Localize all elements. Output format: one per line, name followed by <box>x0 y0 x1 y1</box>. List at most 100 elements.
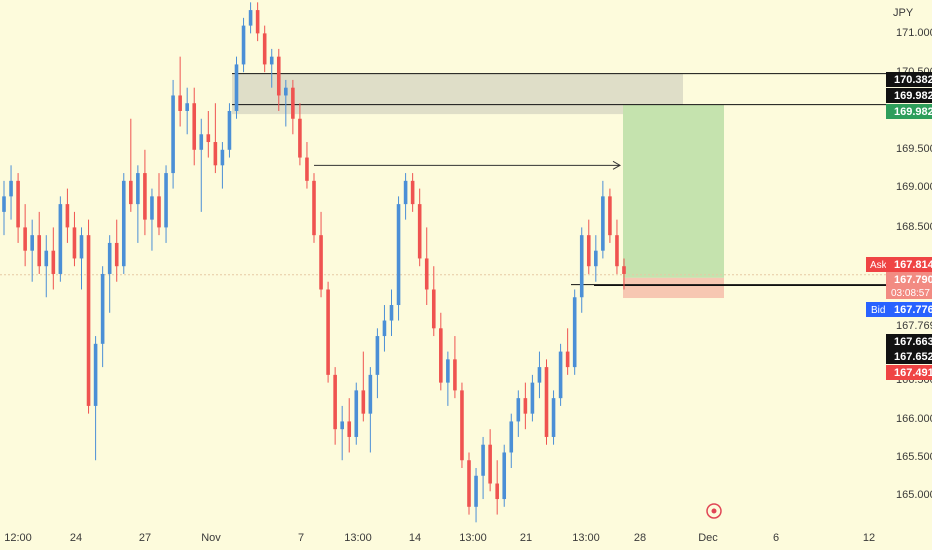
candle[interactable] <box>481 436 485 500</box>
candle[interactable] <box>326 281 330 383</box>
candle[interactable] <box>157 173 161 236</box>
candle[interactable] <box>509 413 514 468</box>
candle[interactable] <box>312 173 316 243</box>
candle[interactable] <box>255 2 260 42</box>
candle[interactable] <box>622 258 626 290</box>
event-marker[interactable] <box>706 503 722 519</box>
candle[interactable] <box>474 468 478 523</box>
candle[interactable] <box>502 444 507 507</box>
candle[interactable] <box>586 219 591 274</box>
candle[interactable] <box>516 390 521 437</box>
candle[interactable] <box>241 17 246 73</box>
candle[interactable] <box>439 312 443 391</box>
candle[interactable] <box>2 180 6 236</box>
candle[interactable] <box>424 227 429 306</box>
candle[interactable] <box>284 79 288 127</box>
candle[interactable] <box>305 142 309 189</box>
candle[interactable] <box>467 452 471 515</box>
candle-body <box>467 460 471 507</box>
candle[interactable] <box>572 289 577 375</box>
candle[interactable] <box>594 235 598 282</box>
candle[interactable] <box>72 211 77 267</box>
candle[interactable] <box>537 351 542 399</box>
candle[interactable] <box>100 266 105 368</box>
candle[interactable] <box>495 460 499 515</box>
price-axis[interactable]: JPY 171.000170.500169.500169.000168.5001… <box>866 7 932 501</box>
candle[interactable] <box>86 219 91 414</box>
candle[interactable] <box>333 367 337 445</box>
candle-body <box>199 134 204 150</box>
candle[interactable] <box>579 227 584 313</box>
candle[interactable] <box>446 351 450 406</box>
candle[interactable] <box>523 382 528 430</box>
candle[interactable] <box>234 56 239 119</box>
candle[interactable] <box>199 118 204 212</box>
candle[interactable] <box>354 382 359 445</box>
candle[interactable] <box>615 219 619 274</box>
candle[interactable] <box>298 103 302 166</box>
loss-zone[interactable] <box>623 277 724 299</box>
candle-body <box>608 196 612 236</box>
candle[interactable] <box>178 56 182 127</box>
supply-zone[interactable] <box>232 73 683 115</box>
candle[interactable] <box>431 266 436 337</box>
candle[interactable] <box>417 188 422 267</box>
candle[interactable] <box>460 382 464 468</box>
candle[interactable] <box>565 328 570 375</box>
candle[interactable] <box>65 188 70 243</box>
candle[interactable] <box>269 48 274 88</box>
candle[interactable] <box>220 142 225 189</box>
candle[interactable] <box>143 149 147 236</box>
candle[interactable] <box>114 219 119 282</box>
profit-zone[interactable] <box>623 104 724 278</box>
candle[interactable] <box>107 235 112 313</box>
candle[interactable] <box>551 390 556 445</box>
candle[interactable] <box>347 398 352 453</box>
candle[interactable] <box>544 359 549 445</box>
candle[interactable] <box>368 367 373 453</box>
candle[interactable] <box>319 211 323 298</box>
candle[interactable] <box>291 79 295 135</box>
candle[interactable] <box>403 173 408 220</box>
candle[interactable] <box>262 25 267 73</box>
candle[interactable] <box>16 173 20 243</box>
candle[interactable] <box>410 173 415 212</box>
candle[interactable] <box>150 188 154 251</box>
candle[interactable] <box>164 165 168 243</box>
candle[interactable] <box>340 405 344 461</box>
candle[interactable] <box>453 336 457 399</box>
candle[interactable] <box>396 196 401 321</box>
candle[interactable] <box>58 196 63 282</box>
candle[interactable] <box>37 211 42 274</box>
candle-body <box>488 444 492 484</box>
candle[interactable] <box>192 87 197 166</box>
candle[interactable] <box>213 103 218 174</box>
candle[interactable] <box>530 374 535 422</box>
candle[interactable] <box>382 305 387 352</box>
candle[interactable] <box>44 235 49 298</box>
candle[interactable] <box>389 289 394 337</box>
candle[interactable] <box>375 328 380 399</box>
candle[interactable] <box>93 336 98 461</box>
candle[interactable] <box>248 2 253 34</box>
candle[interactable] <box>227 103 232 158</box>
candle[interactable] <box>9 165 13 220</box>
candle[interactable] <box>51 227 56 290</box>
candle[interactable] <box>608 188 612 243</box>
candle[interactable] <box>30 219 34 282</box>
candle[interactable] <box>601 180 605 259</box>
candle[interactable] <box>276 48 281 111</box>
candle[interactable] <box>171 79 175 189</box>
candle[interactable] <box>206 110 211 158</box>
candle[interactable] <box>558 343 563 406</box>
candle[interactable] <box>361 351 366 422</box>
candle[interactable] <box>23 204 27 267</box>
candle[interactable] <box>121 173 126 274</box>
candle[interactable] <box>185 87 189 135</box>
candle[interactable] <box>79 227 84 290</box>
candle[interactable] <box>488 429 492 492</box>
candle[interactable] <box>129 118 133 212</box>
candle[interactable] <box>136 165 140 243</box>
time-axis[interactable]: 12:00 24 27 Nov 7 13:00 14 13:00 21 13:00 28 Dec 6 12 <box>4 532 875 544</box>
